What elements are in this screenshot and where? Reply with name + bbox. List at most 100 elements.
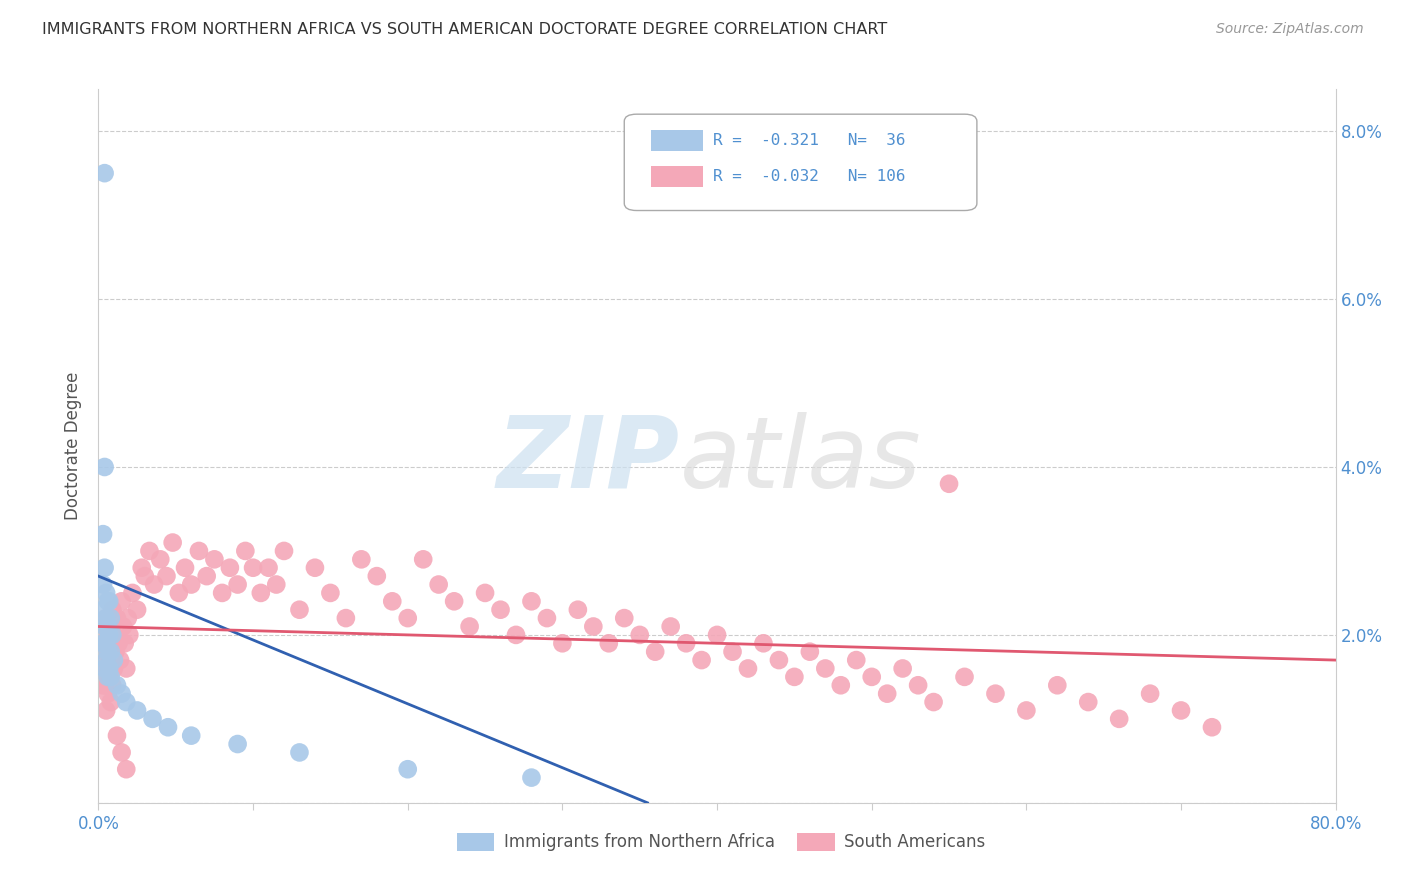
Point: [505, 628, 527, 642]
Point: [860, 670, 883, 684]
Point: [115, 695, 138, 709]
Point: [118, 628, 141, 642]
Point: [783, 670, 806, 684]
Point: [520, 594, 543, 608]
Point: [489, 603, 512, 617]
Point: [180, 577, 202, 591]
Point: [219, 560, 242, 574]
Point: [143, 577, 166, 591]
Point: [96, 586, 118, 600]
Point: [938, 476, 960, 491]
Point: [93, 560, 115, 574]
Point: [98, 628, 121, 642]
Point: [103, 661, 125, 675]
Point: [1046, 678, 1069, 692]
FancyBboxPatch shape: [624, 114, 977, 211]
Point: [93, 460, 115, 475]
Point: [799, 645, 821, 659]
Text: R =  -0.321   N=  36: R = -0.321 N= 36: [713, 133, 905, 148]
Point: [644, 645, 666, 659]
Point: [91, 661, 114, 675]
Point: [845, 653, 868, 667]
Bar: [651, 130, 703, 152]
Point: [101, 603, 124, 617]
Point: [396, 611, 419, 625]
Point: [91, 678, 114, 692]
Point: [98, 619, 121, 633]
Y-axis label: Doctorate Degree: Doctorate Degree: [65, 372, 83, 520]
Point: [114, 636, 136, 650]
Text: South Americans: South Americans: [845, 833, 986, 851]
Point: [235, 544, 257, 558]
Point: [91, 527, 114, 541]
Point: [98, 594, 121, 608]
Point: [127, 603, 149, 617]
Point: [111, 687, 134, 701]
Point: [721, 645, 744, 659]
Point: [257, 560, 280, 574]
Point: [922, 695, 945, 709]
Point: [1108, 712, 1130, 726]
Point: [659, 619, 682, 633]
Point: [107, 636, 129, 650]
Point: [142, 712, 165, 726]
Point: [174, 560, 197, 574]
Text: atlas: atlas: [681, 412, 921, 508]
Point: [195, 569, 218, 583]
Point: [288, 603, 311, 617]
Point: [93, 619, 115, 633]
Point: [96, 653, 118, 667]
Point: [211, 586, 233, 600]
Point: [180, 729, 202, 743]
Point: [830, 678, 852, 692]
Point: [100, 670, 122, 684]
Point: [97, 687, 120, 701]
Point: [396, 762, 419, 776]
Point: [1139, 687, 1161, 701]
Point: [412, 552, 434, 566]
Point: [103, 628, 125, 642]
Point: [443, 594, 465, 608]
Point: [131, 560, 153, 574]
Text: R =  -0.032   N= 106: R = -0.032 N= 106: [713, 169, 905, 184]
Point: [1077, 695, 1099, 709]
Point: [598, 636, 620, 650]
Bar: [797, 833, 835, 851]
Point: [100, 645, 122, 659]
Point: [111, 594, 134, 608]
Point: [427, 577, 450, 591]
Point: [115, 661, 138, 675]
Point: [551, 636, 574, 650]
Point: [97, 636, 120, 650]
Point: [250, 586, 273, 600]
Point: [242, 560, 264, 574]
Bar: [651, 166, 703, 187]
Point: [127, 703, 149, 717]
Point: [706, 628, 728, 642]
Point: [111, 746, 134, 760]
Point: [134, 569, 156, 583]
Point: [91, 636, 114, 650]
Point: [97, 670, 120, 684]
Point: [93, 661, 115, 675]
Point: [157, 720, 180, 734]
Point: [115, 762, 138, 776]
Point: [100, 611, 122, 625]
Point: [91, 628, 114, 642]
Point: [93, 166, 115, 180]
Point: [93, 678, 115, 692]
Point: [96, 703, 118, 717]
Point: [536, 611, 558, 625]
Point: [97, 619, 120, 633]
Point: [335, 611, 357, 625]
Point: [103, 653, 125, 667]
Point: [105, 729, 128, 743]
Point: [162, 535, 184, 549]
Point: [101, 628, 124, 642]
Point: [105, 611, 128, 625]
Point: [93, 645, 115, 659]
Point: [675, 636, 697, 650]
Point: [1015, 703, 1038, 717]
Point: [984, 687, 1007, 701]
Point: [288, 746, 311, 760]
